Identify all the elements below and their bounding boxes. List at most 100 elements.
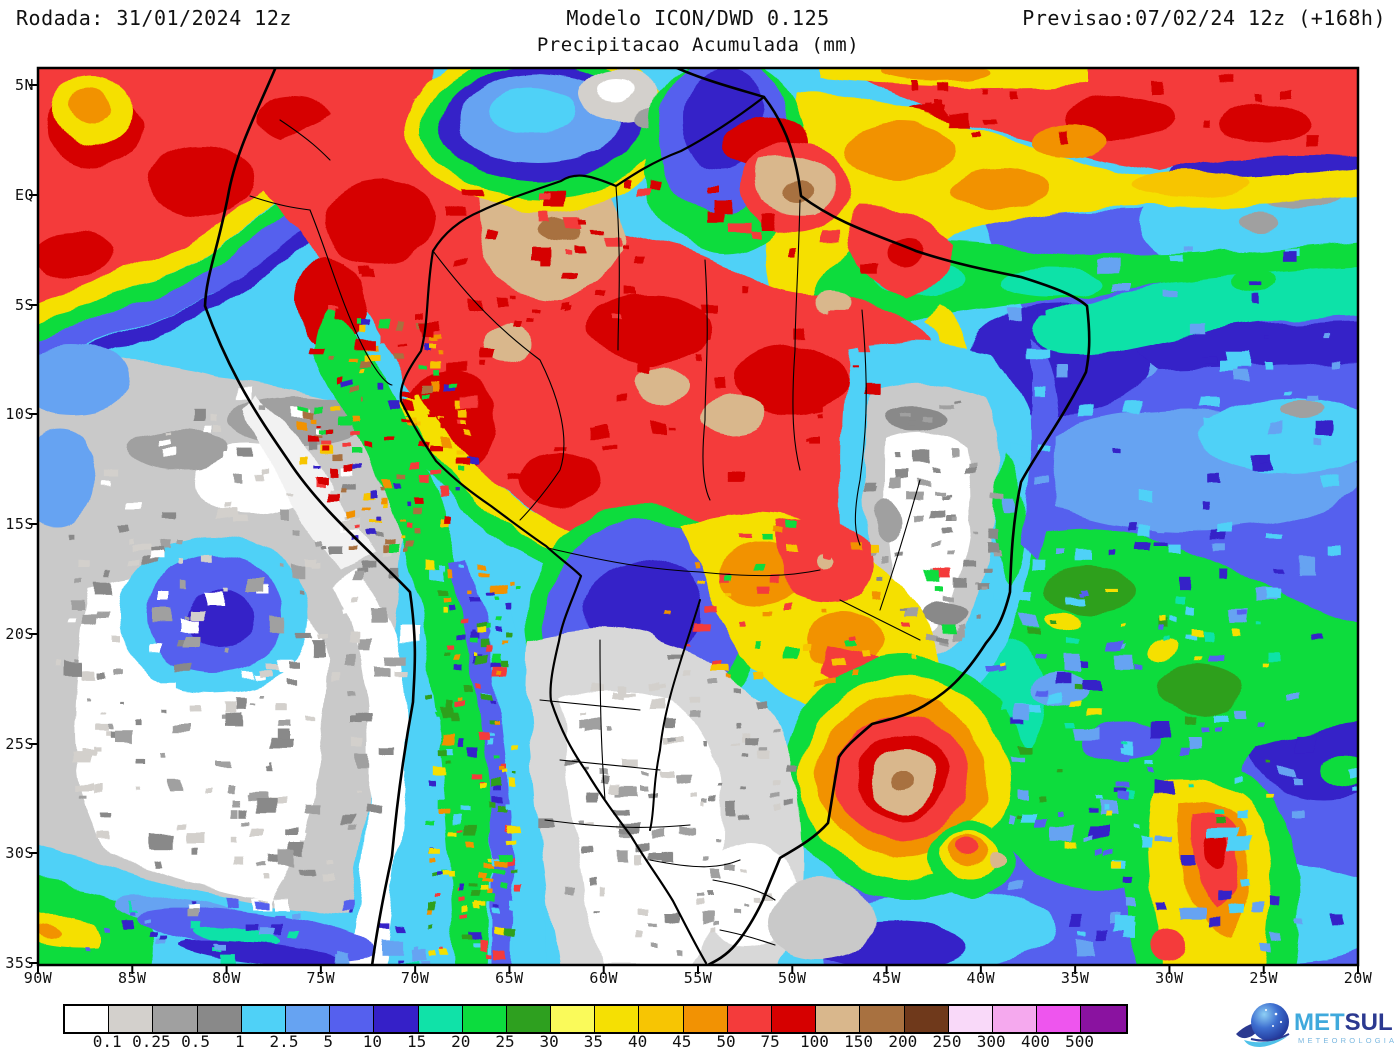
precip-speckle (908, 82, 916, 91)
precip-speckle (875, 486, 880, 493)
precip-speckle (1047, 619, 1055, 624)
colorbar-cell (462, 1006, 507, 1032)
precip-speckle (1211, 655, 1225, 663)
precip-speckle (111, 730, 133, 743)
colorbar-cell (1037, 1006, 1082, 1032)
precip-speckle (429, 344, 438, 349)
precip-speckle (454, 703, 466, 709)
precip-speckle (410, 253, 420, 259)
precip-speckle (494, 948, 506, 957)
precip-speckle (1149, 111, 1155, 117)
precip-speckle (984, 542, 998, 553)
precip-speckle (384, 547, 398, 557)
precip-speckle (816, 414, 823, 418)
precip-speckle (1321, 475, 1339, 487)
precip-speckle (1220, 78, 1236, 86)
precip-speckle (183, 940, 190, 946)
precip-speckle (434, 368, 441, 376)
precip-speckle (1134, 826, 1140, 831)
precip-speckle (431, 360, 443, 367)
precip-speckle (755, 639, 761, 646)
precip-speckle (1231, 709, 1244, 718)
colorbar-cell (772, 1006, 817, 1032)
precip-speckle (708, 927, 713, 933)
precip-speckle (184, 907, 195, 915)
precip-speckle (458, 830, 464, 833)
precip-speckle (1347, 788, 1356, 793)
precip-speckle (307, 439, 317, 451)
precip-speckle (240, 451, 255, 460)
precip-speckle (465, 687, 473, 695)
precip-speckle (379, 334, 388, 343)
precip-speckle (1078, 406, 1096, 418)
precip-speckle (445, 746, 452, 753)
precip-speckle (1117, 792, 1129, 802)
precip-speckle (431, 381, 441, 392)
precip-speckle (1266, 534, 1283, 540)
precip-speckle (957, 623, 965, 628)
precip-speckle (277, 722, 292, 729)
precip-speckle (1093, 799, 1100, 804)
precip-speckle (76, 695, 84, 700)
precip-speckle (482, 888, 490, 895)
precip-speckle (918, 479, 931, 485)
precip-speckle (387, 403, 399, 411)
precip-speckle (745, 313, 752, 318)
precip-speckle (1191, 631, 1204, 638)
colorbar-cell (904, 1006, 949, 1032)
precip-speckle (285, 829, 297, 836)
precip-speckle (1087, 828, 1107, 842)
precip-speckle (481, 861, 492, 868)
precip-speckle (372, 534, 379, 540)
precip-speckle (952, 577, 964, 587)
precip-speckle (385, 413, 399, 421)
lon-label: 65W (495, 969, 524, 987)
precip-speckle (636, 487, 654, 502)
precip-speckle (365, 531, 374, 538)
precip-speckle (490, 700, 497, 705)
colorbar-label: 5 (323, 1032, 333, 1051)
precip-speckle (659, 355, 669, 362)
precip-speckle (692, 791, 700, 797)
precip-speckle (225, 646, 230, 652)
precip-speckle (460, 408, 471, 416)
precip-speckle (1260, 361, 1270, 370)
precip-speckle (505, 644, 512, 649)
precip-speckle (429, 851, 443, 857)
precip-speckle (158, 540, 170, 551)
precip-speckle (103, 678, 115, 689)
precip-speckle (393, 924, 403, 930)
precip-speckle (1328, 544, 1341, 554)
precip-speckle (467, 843, 476, 850)
precip-speckle (475, 907, 483, 914)
precip-speckle (1348, 428, 1358, 437)
precip-speckle (75, 605, 82, 611)
logo-subtitle: METEOROLOGIA (1298, 1036, 1397, 1045)
precip-speckle (377, 495, 385, 503)
precip-speckle (127, 537, 133, 543)
precip-speckle (760, 536, 772, 543)
precip-speckle (275, 659, 292, 672)
model-label: Modelo ICON/DWD 0.125 (566, 6, 830, 30)
precip-speckle (1006, 310, 1022, 322)
precip-speckle (125, 775, 143, 790)
precip-speckle (986, 529, 999, 540)
precip-speckle (674, 947, 681, 953)
precip-speckle (134, 757, 146, 764)
precip-speckle (695, 354, 701, 363)
precip-speckle (1200, 399, 1218, 408)
precip-speckle (713, 838, 719, 842)
precip-speckle (622, 180, 630, 187)
precip-speckle (443, 653, 449, 656)
precip-speckle (94, 722, 106, 731)
precip-speckle (488, 778, 501, 788)
precip-speckle (714, 199, 732, 213)
precip-speckle (638, 908, 648, 915)
precip-speckle (1033, 559, 1049, 571)
precip-speckle (175, 639, 183, 646)
precip-speckle (429, 445, 440, 450)
precip-speckle (288, 754, 304, 765)
precip-speckle (298, 404, 309, 409)
precip-speckle (1185, 737, 1199, 750)
precip-speckle (362, 506, 370, 510)
